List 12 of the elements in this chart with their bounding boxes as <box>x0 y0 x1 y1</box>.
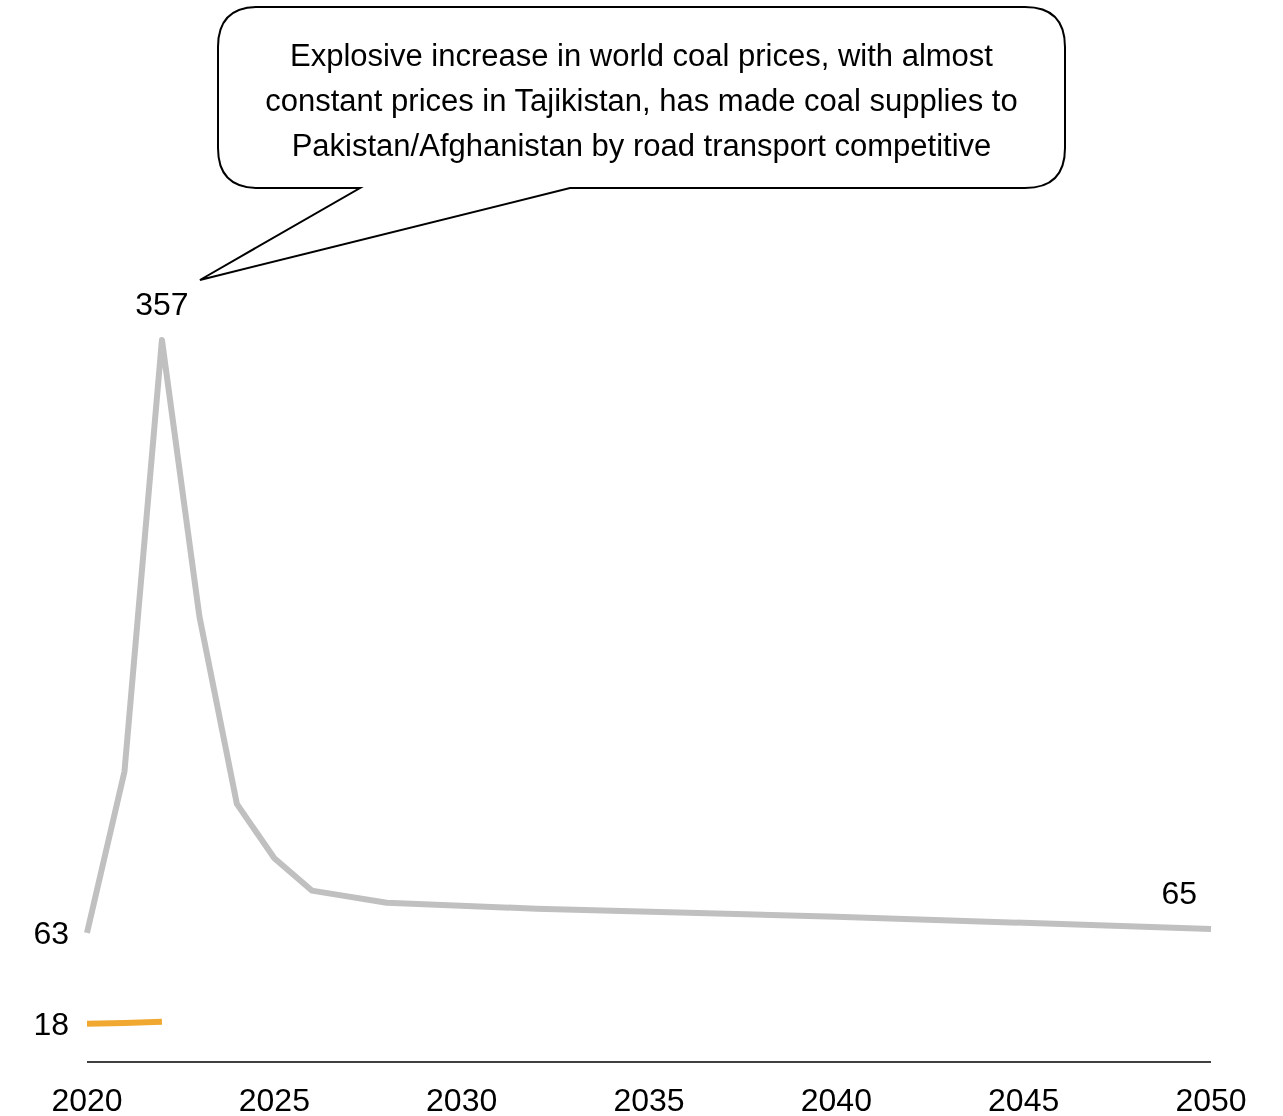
data-label: 18 <box>33 1005 69 1042</box>
data-label: 65 <box>1161 874 1197 911</box>
x-tick-label: 2045 <box>988 1082 1060 1116</box>
data-label: 63 <box>33 914 69 951</box>
x-tick-label: 2025 <box>238 1082 310 1116</box>
x-tick-label: 2030 <box>426 1082 498 1116</box>
x-tick-label: 2035 <box>613 1082 685 1116</box>
text: Explosive increase in world coal prices, with almost constant prices in Tajikistan, has made coal supplies to Pakistan/Afghanistan by road transport competitive <box>265 38 1018 163</box>
x-tick-label: 2020 <box>51 1082 123 1116</box>
x-tick-label: 2040 <box>800 1082 872 1116</box>
x-tick-label: 2050 <box>1175 1082 1247 1116</box>
data-label: 357 <box>135 286 189 322</box>
